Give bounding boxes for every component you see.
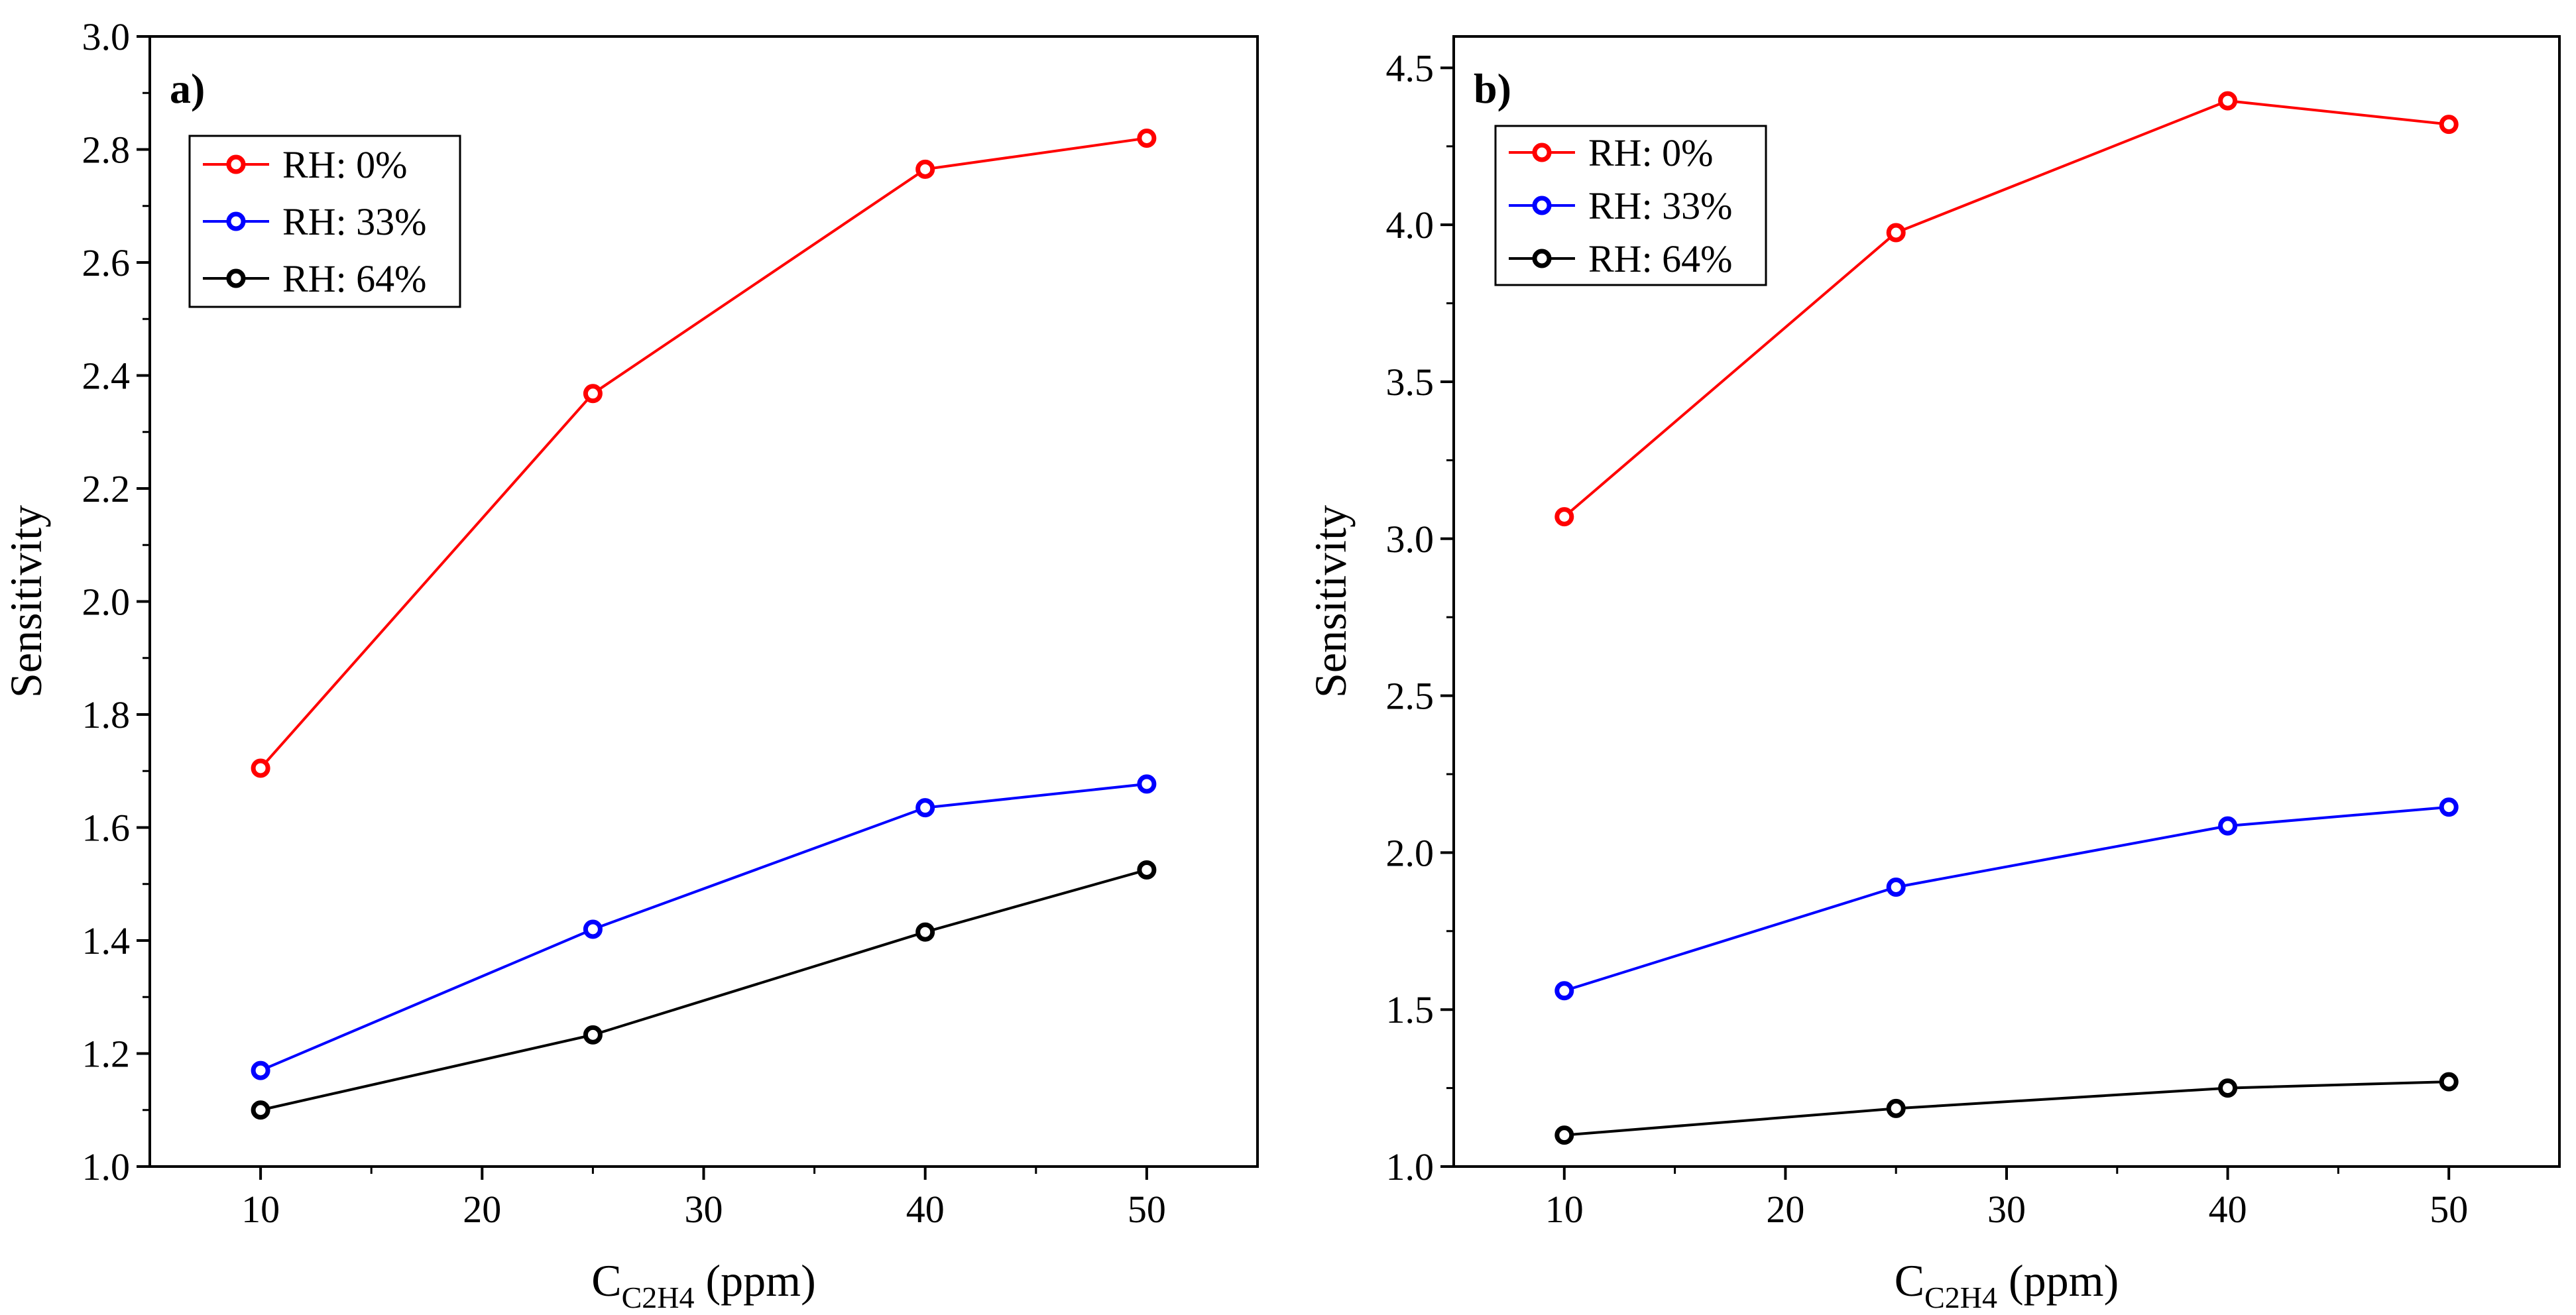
x-axis-label: CC2H4 (ppm) (1895, 1255, 2119, 1314)
legend-swatch-marker (1532, 196, 1552, 215)
legend-swatch-marker (1532, 249, 1552, 268)
x-axis-label-subscript: C2H4 (622, 1281, 695, 1314)
data-point (2439, 115, 2459, 135)
data-point (1137, 774, 1157, 794)
data-point (583, 384, 603, 404)
y-tick-label: 3.0 (82, 15, 131, 58)
y-tick-label: 2.2 (82, 467, 131, 510)
x-axis-label-subscript: C2H4 (1924, 1281, 1997, 1314)
data-point (251, 1060, 270, 1080)
x-tick-label: 40 (906, 1188, 945, 1231)
legend-entry-label: RH: 64% (1588, 237, 1733, 280)
data-point (583, 919, 603, 939)
x-tick-label: 20 (463, 1188, 501, 1231)
x-axis-label-main: C (591, 1255, 621, 1306)
legend-entry-label: RH: 0% (1588, 131, 1714, 174)
legend-entry-label: RH: 0% (282, 143, 408, 186)
y-tick-label: 4.0 (1386, 203, 1434, 247)
legend-swatch-marker (226, 268, 246, 288)
legend-swatch-marker (226, 154, 246, 174)
series-line-2 (1564, 1080, 2449, 1137)
data-point (1554, 981, 1574, 1001)
y-tick-label: 2.6 (82, 241, 131, 284)
chart-panel-b: 10 20 30 40 50 1.0 1.5 2.0 2.5 3.0 3.5 4.0 4.5 Sensit… (1305, 35, 2561, 1314)
x-tick-label: 30 (685, 1188, 723, 1231)
legend-entry-label: RH: 33% (1588, 184, 1733, 227)
y-axis-label: Sensitivity (1, 505, 51, 698)
x-tick-label: 40 (2209, 1188, 2247, 1231)
legend: RH: 0% RH: 33% RH: 64% (188, 135, 461, 308)
y-axis-label: Sensitivity (1305, 505, 1356, 698)
x-tick-label: 10 (1545, 1188, 1584, 1231)
data-point (915, 798, 935, 818)
x-tick-label: 30 (1987, 1188, 2026, 1231)
x-axis-label-unit: (ppm) (1997, 1255, 2119, 1306)
panel-label: b) (1474, 65, 1511, 112)
y-tick-label: 1.6 (82, 807, 131, 850)
chart-panel-a: 10 20 30 40 50 1.0 1.2 1.4 1.6 1.8 2.0 2.2 2.4 2.6 2.8… (1, 15, 1259, 1314)
y-tick-label: 1.5 (1386, 988, 1434, 1031)
series-line-0 (1563, 99, 2449, 518)
data-point (251, 758, 270, 778)
y-tick-label: 2.5 (1386, 675, 1434, 718)
data-point (915, 159, 935, 179)
data-point (2218, 816, 2238, 836)
x-axis-label-main: C (1895, 1255, 1924, 1306)
y-tick-label: 1.8 (82, 693, 131, 736)
legend-entry-label: RH: 33% (282, 200, 427, 243)
data-point (1554, 507, 1574, 527)
data-point (2218, 91, 2238, 111)
data-point (1886, 1098, 1906, 1118)
data-point (1137, 128, 1157, 148)
data-point (1137, 860, 1157, 880)
y-tick-label: 1.2 (82, 1033, 131, 1076)
y-tick-label: 2.8 (82, 129, 131, 172)
data-point (2218, 1078, 2238, 1098)
y-tick-label: 3.5 (1386, 361, 1434, 404)
x-tick-label: 50 (1128, 1188, 1166, 1231)
data-point (583, 1025, 603, 1045)
x-tick-label: 10 (241, 1188, 280, 1231)
y-tick-label: 2.0 (1386, 831, 1434, 874)
series-line-1 (1564, 805, 2449, 992)
data-point (2439, 1072, 2459, 1092)
data-point (1886, 223, 1906, 243)
data-point (1554, 1125, 1574, 1145)
y-tick-label: 4.5 (1386, 46, 1434, 89)
legend-entry-label: RH: 64% (282, 257, 427, 300)
legend-swatch-marker (1532, 143, 1552, 162)
y-tick-label: 1.4 (82, 919, 131, 962)
data-point (915, 922, 935, 942)
x-tick-label: 50 (2430, 1188, 2468, 1231)
x-axis-label: CC2H4 (ppm) (591, 1255, 815, 1314)
x-axis-label-unit: (ppm) (695, 1255, 816, 1306)
data-point (2439, 797, 2459, 817)
y-tick-label: 2.0 (82, 581, 131, 624)
y-tick-label: 1.0 (1386, 1145, 1434, 1188)
series-line-0 (259, 137, 1147, 770)
panel-label: a) (170, 65, 205, 112)
y-tick-label: 1.0 (82, 1145, 131, 1188)
data-point (1886, 877, 1906, 897)
data-point (251, 1100, 270, 1120)
legend: RH: 0% RH: 33% RH: 64% (1494, 125, 1767, 286)
y-tick-label: 3.0 (1386, 518, 1434, 561)
series-line-1 (260, 782, 1147, 1072)
series-line-2 (260, 868, 1147, 1112)
legend-swatch-marker (226, 211, 246, 231)
y-tick-label: 2.4 (82, 355, 131, 398)
x-tick-label: 20 (1766, 1188, 1804, 1231)
